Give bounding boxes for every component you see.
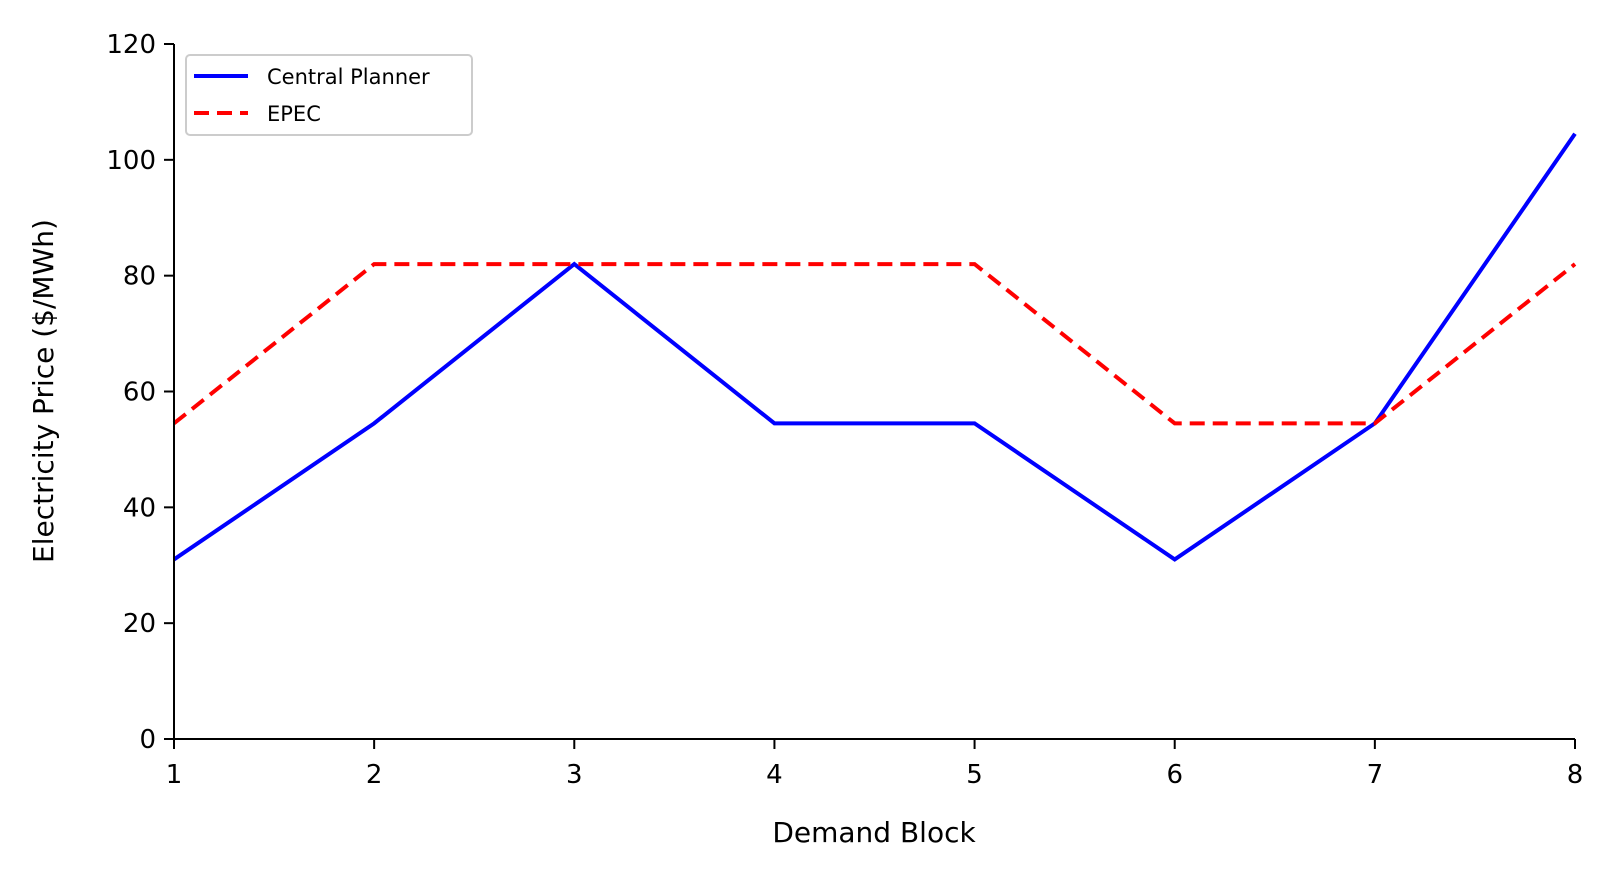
legend-label-2: EPEC [267, 102, 321, 126]
x-tick-label: 3 [566, 760, 583, 790]
x-tick-label: 4 [766, 760, 783, 790]
series-layer [172, 132, 1577, 562]
axes [173, 44, 1575, 740]
legend: Central Planner EPEC [185, 54, 473, 136]
x-tick-label: 8 [1567, 760, 1584, 790]
y-tick-label: 60 [123, 378, 156, 408]
legend-box [185, 54, 473, 136]
series-line-1 [172, 132, 1577, 562]
x-tick-label: 7 [1367, 760, 1384, 790]
x-tick-label: 2 [366, 760, 383, 790]
x-tick-label: 5 [966, 760, 983, 790]
series-line-2 [172, 262, 1577, 426]
y-tick-label: 120 [106, 30, 156, 60]
y-tick-label: 40 [123, 493, 156, 523]
y-tick-label: 20 [123, 609, 156, 639]
y-axis-label: Electricity Price ($/MWh) [27, 219, 60, 563]
y-tick-label: 100 [106, 146, 156, 176]
x-tick-label: 6 [1166, 760, 1183, 790]
y-tick-label: 80 [123, 262, 156, 292]
x-tick-label: 1 [166, 760, 183, 790]
x-axis-label: Demand Block [772, 816, 976, 849]
y-tick-label: 0 [139, 725, 156, 755]
legend-label-1: Central Planner [267, 65, 430, 89]
